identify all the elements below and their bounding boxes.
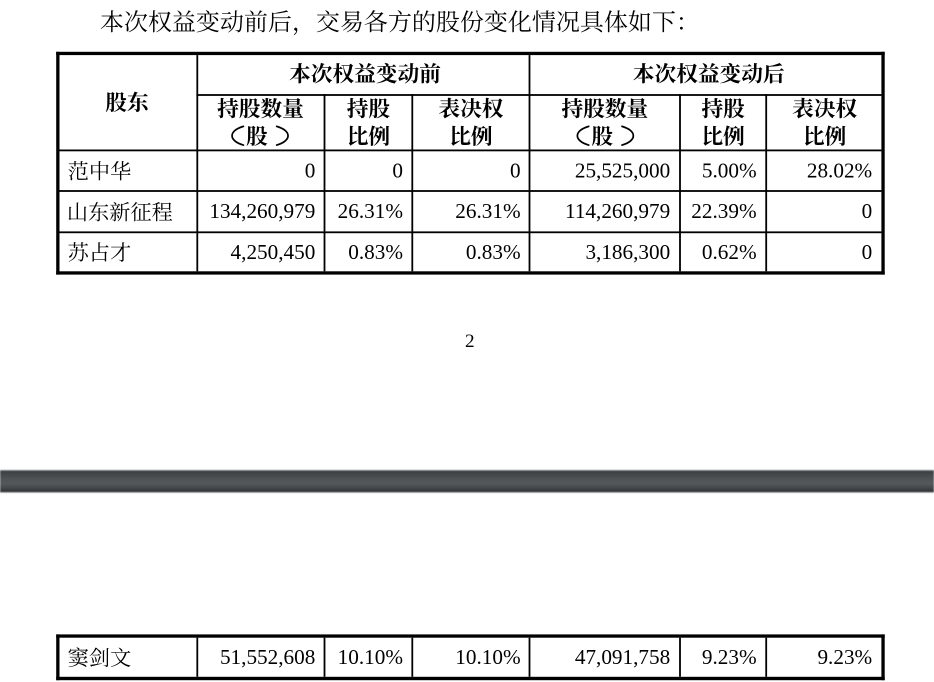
svg-text:0: 0 bbox=[510, 158, 521, 182]
svg-text:28.02%: 28.02% bbox=[807, 158, 872, 182]
svg-text:0: 0 bbox=[305, 158, 316, 182]
svg-text:9.23%: 9.23% bbox=[702, 645, 757, 669]
svg-text:0: 0 bbox=[392, 158, 403, 182]
svg-text:0.83%: 0.83% bbox=[466, 240, 521, 264]
svg-text:134,260,979: 134,260,979 bbox=[209, 199, 315, 223]
svg-text:4,250,450: 4,250,450 bbox=[231, 240, 316, 264]
svg-text:0: 0 bbox=[862, 199, 873, 223]
svg-text:2: 2 bbox=[465, 331, 475, 352]
svg-text:47,091,758: 47,091,758 bbox=[575, 645, 670, 669]
svg-text:9.23%: 9.23% bbox=[817, 645, 872, 669]
svg-text:5.00%: 5.00% bbox=[702, 158, 757, 182]
svg-text:0: 0 bbox=[862, 240, 873, 264]
svg-text:0.62%: 0.62% bbox=[702, 240, 757, 264]
svg-text:10.10%: 10.10% bbox=[455, 645, 520, 669]
svg-text:0.83%: 0.83% bbox=[348, 240, 403, 264]
svg-text:10.10%: 10.10% bbox=[338, 645, 403, 669]
svg-text:25,525,000: 25,525,000 bbox=[575, 158, 670, 182]
svg-text:114,260,979: 114,260,979 bbox=[565, 199, 670, 223]
svg-text:3,186,300: 3,186,300 bbox=[585, 240, 670, 264]
svg-text:22.39%: 22.39% bbox=[691, 199, 756, 223]
svg-text:26.31%: 26.31% bbox=[338, 199, 403, 223]
svg-text:51,552,608: 51,552,608 bbox=[220, 645, 315, 669]
svg-text:26.31%: 26.31% bbox=[455, 199, 520, 223]
